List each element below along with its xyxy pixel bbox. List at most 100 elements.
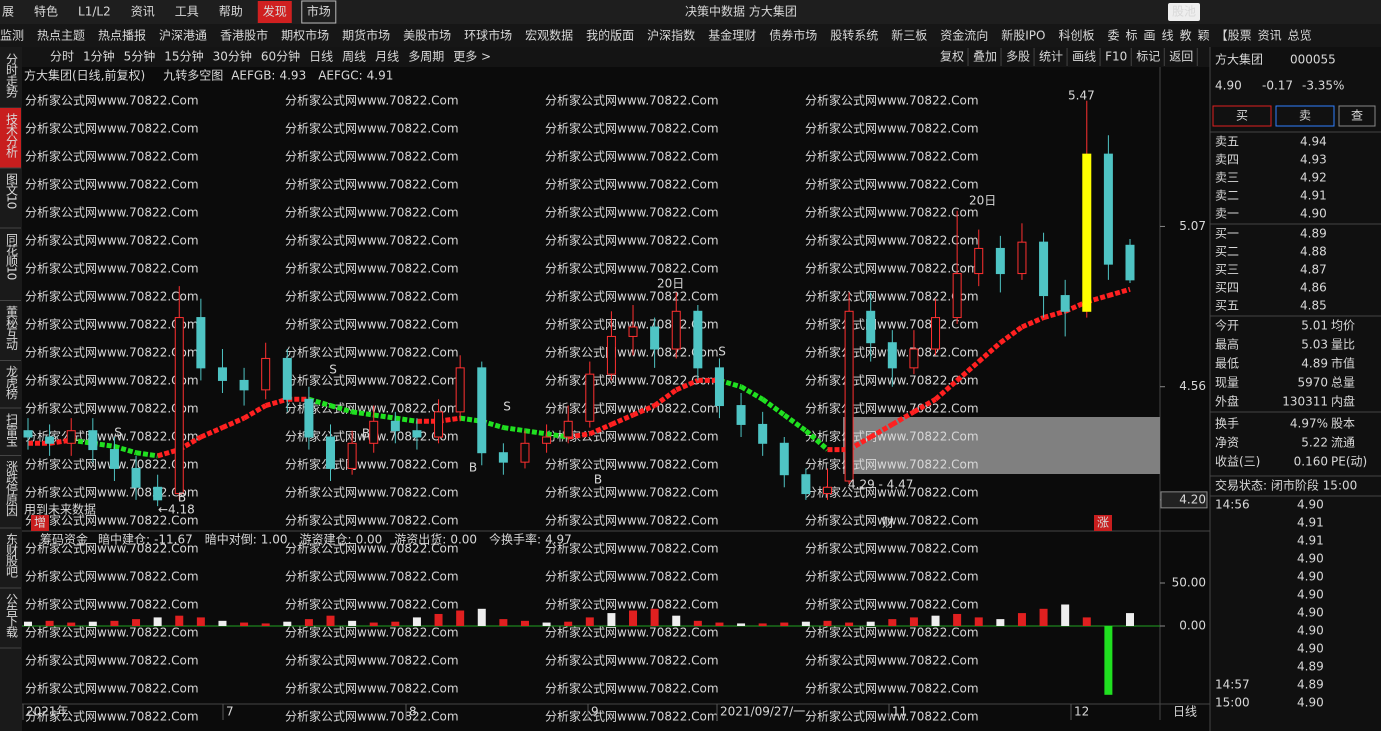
period-tab[interactable]: 15分钟 <box>164 49 203 64</box>
menu-item[interactable]: 市场 <box>307 4 331 19</box>
x-tick-label: 12 <box>1074 705 1089 719</box>
nav-item[interactable]: 环球市场 <box>464 28 512 43</box>
period-tab[interactable]: 更多 > <box>453 50 491 64</box>
flow-bar <box>477 608 486 626</box>
watermark: 分析家公式网www.70822.Com <box>805 429 979 444</box>
watermark: 分析家公式网www.70822.Com <box>545 457 719 472</box>
trade-button-label[interactable]: 买 <box>1236 109 1248 123</box>
period-tab[interactable]: 分时 <box>50 50 74 64</box>
nav-item[interactable]: 基金理财 <box>708 28 756 43</box>
nav-item[interactable]: 股转系统 <box>830 28 878 43</box>
ma-segment <box>998 324 1024 345</box>
menu-item[interactable]: 特色 <box>34 4 58 19</box>
nav-item[interactable]: 香港股市 <box>220 28 268 43</box>
nav-item[interactable]: 画 <box>1144 29 1156 43</box>
annotation: 20日 <box>657 277 684 291</box>
trade-button-label[interactable]: 卖 <box>1299 109 1311 123</box>
side-tab[interactable]: 图文10 <box>5 173 19 209</box>
side-tab[interactable]: 董秘互动 <box>5 305 19 350</box>
nav-item[interactable]: 资讯 <box>1258 29 1282 43</box>
nav-item[interactable]: 我的版面 <box>586 28 634 43</box>
candle-body <box>45 436 55 444</box>
menu-item[interactable]: 资讯 <box>131 5 155 19</box>
side-tab[interactable]: 同花顺10 <box>5 233 19 280</box>
signal: B <box>362 427 370 441</box>
nav-item[interactable]: 热点主题 <box>37 29 85 43</box>
watermark: 分析家公式网www.70822.Com <box>285 177 459 192</box>
nav-item[interactable]: 线 <box>1162 29 1174 43</box>
nav-item[interactable]: 监测 <box>0 29 24 43</box>
candle-body <box>1103 153 1113 265</box>
tool-button[interactable]: 统计 <box>1039 50 1063 64</box>
y-tick-label: 50.00 <box>1172 576 1206 590</box>
menu-item[interactable]: 展 <box>2 5 14 19</box>
tick-price: 4.90 <box>1297 552 1324 566</box>
period-tab[interactable]: 5分钟 <box>124 49 156 64</box>
period-tab[interactable]: 60分钟 <box>261 49 300 64</box>
side-tab[interactable]: 东财股吧 <box>5 533 19 578</box>
tool-button[interactable]: 叠加 <box>973 50 997 64</box>
nav-item[interactable]: 资金流向 <box>940 28 988 43</box>
period-tab[interactable]: 日线 <box>309 50 333 64</box>
side-tab[interactable]: 龙虎榜 <box>5 365 19 400</box>
y-tick-label: 0.00 <box>1179 619 1206 633</box>
watermark: 分析家公式网www.70822.Com <box>25 261 199 276</box>
event-badge <box>1094 515 1112 531</box>
side-tab[interactable]: 公告下载 <box>5 593 19 639</box>
menu-item[interactable]: 工具 <box>175 5 199 19</box>
candle-body <box>844 310 854 482</box>
stat-label: 现量 <box>1215 376 1239 390</box>
watermark: 分析家公式网www.70822.Com <box>25 597 199 612</box>
period-tab[interactable]: 多周期 <box>408 50 444 64</box>
watermark: 分析家公式网www.70822.Com <box>545 597 719 612</box>
nav-item[interactable]: 沪深指数 <box>647 28 695 43</box>
nav-item[interactable]: 【股票 <box>1216 29 1252 43</box>
pane-item-label: 暗中对倒: <box>205 532 257 547</box>
candle-body <box>974 247 984 275</box>
side-tab[interactable]: 分时走势 <box>5 53 19 98</box>
period-tab[interactable]: 月线 <box>375 50 399 64</box>
tool-button[interactable]: F10 <box>1105 50 1127 64</box>
side-tab[interactable]: 涨跌停原因 <box>5 459 19 516</box>
period-tab[interactable]: 1分钟 <box>83 49 115 64</box>
nav-item[interactable]: 美股市场 <box>403 28 451 43</box>
period-tab[interactable]: 周线 <box>342 50 366 64</box>
candle-body <box>671 310 681 350</box>
stat-value: 4.89 <box>1301 357 1328 371</box>
menu-item[interactable]: 发现 <box>263 4 287 19</box>
nav-item[interactable]: 期货市场 <box>342 28 390 43</box>
ma-segment <box>632 403 656 418</box>
flow-bar <box>304 619 313 626</box>
trade-button-label[interactable]: 查 <box>1351 109 1363 123</box>
stock-pool[interactable]: 股池 <box>1172 5 1196 19</box>
menu-item[interactable]: 帮助 <box>219 5 243 19</box>
tool-button[interactable]: 标记 <box>1136 50 1160 64</box>
nav-item[interactable]: 科创板 <box>1059 29 1095 43</box>
ma-segment <box>933 378 959 402</box>
tool-button[interactable]: 画线 <box>1072 50 1096 64</box>
tool-button[interactable]: 返回 <box>1169 50 1193 64</box>
nav-item[interactable]: 期权市场 <box>281 28 329 43</box>
order-price: 4.85 <box>1300 299 1327 313</box>
nav-item[interactable]: 债券市场 <box>769 28 817 43</box>
nav-item[interactable]: 沪深港通 <box>159 29 207 43</box>
watermark: 分析家公式网www.70822.Com <box>545 233 719 248</box>
menu-item[interactable]: L1/L2 <box>78 5 111 19</box>
side-tab[interactable]: 技术分析 <box>5 113 19 159</box>
nav-item[interactable]: 宏观数据 <box>525 28 573 43</box>
nav-item[interactable]: 新三板 <box>891 28 927 43</box>
nav-item[interactable]: 新股IPO <box>1001 28 1045 43</box>
nav-item[interactable]: 总览 <box>1288 28 1312 43</box>
nav-item[interactable]: 标 <box>1126 29 1138 43</box>
watermark: 分析家公式网www.70822.Com <box>805 457 979 472</box>
period-tab[interactable]: 30分钟 <box>213 49 252 64</box>
nav-item[interactable]: 热点播报 <box>98 28 146 43</box>
side-tab[interactable]: 扫雷宝 <box>5 413 19 447</box>
nav-item[interactable]: 委 <box>1108 29 1120 43</box>
nav-item[interactable]: 颖 <box>1198 29 1210 43</box>
nav-item[interactable]: 教 <box>1180 28 1192 43</box>
tool-button[interactable]: 复权 <box>940 50 964 64</box>
tool-button[interactable]: 多股 <box>1006 50 1030 64</box>
watermark: 分析家公式网www.70822.Com <box>545 541 719 556</box>
watermark: 分析家公式网www.70822.Com <box>285 345 459 360</box>
